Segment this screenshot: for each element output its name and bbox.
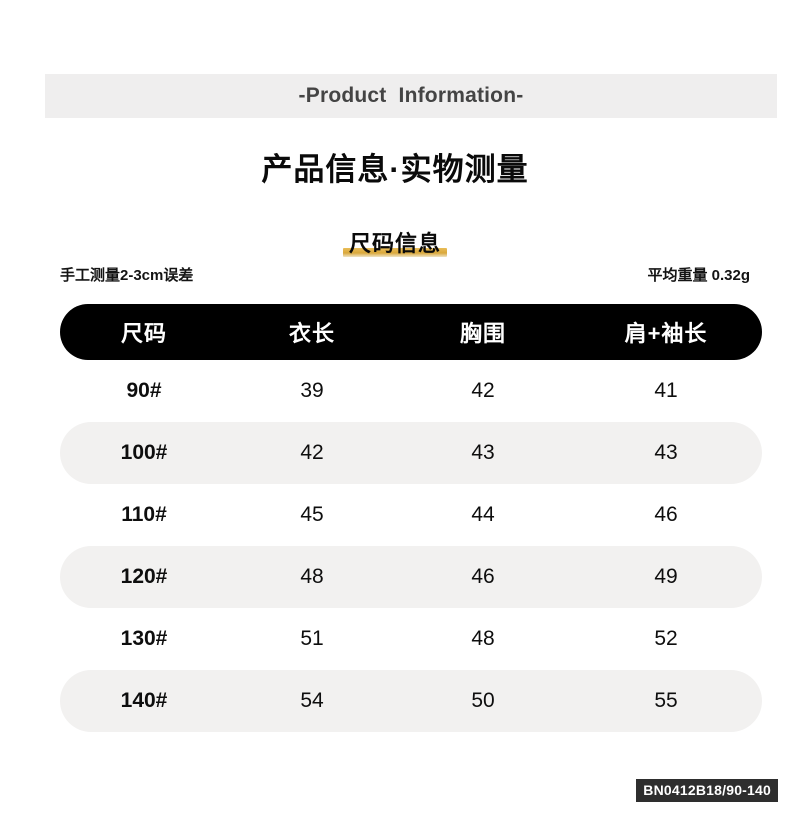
cell-size: 100# (120, 441, 168, 464)
measurement-notes: 手工测量2-3cm误差 平均重量 0.32g (60, 264, 750, 285)
cell-length: 45 (300, 503, 324, 526)
table-row: 120# 48 46 49 (60, 546, 762, 608)
cell-bust: 42 (471, 379, 495, 402)
cell-length: 54 (300, 689, 324, 712)
cell-bust: 43 (471, 441, 495, 464)
cell-size: 90# (126, 379, 162, 402)
header-length: 衣长 (288, 321, 335, 346)
cell-bust: 50 (471, 689, 495, 712)
header-size: 尺码 (120, 321, 167, 346)
banner-title: -Product Information- (298, 84, 524, 107)
size-information-heading-text: 尺码信息 (348, 231, 441, 256)
table-row: 110# 45 44 46 (60, 484, 762, 546)
header-sleeve: 肩+袖长 (624, 321, 708, 346)
cell-size: 130# (120, 627, 168, 650)
cell-length: 42 (300, 441, 324, 464)
cell-size: 120# (120, 565, 168, 588)
cell-bust: 46 (471, 565, 495, 588)
page-title: 产品信息·实物测量 (261, 152, 529, 187)
cell-sleeve: 55 (654, 689, 678, 712)
product-code-badge: BN0412B18/90-140 (636, 779, 778, 802)
product-information-banner: -Product Information- (45, 74, 777, 118)
cell-length: 48 (300, 565, 324, 588)
average-weight-note: 平均重量 0.32g (647, 267, 750, 284)
manual-measurement-note: 手工测量2-3cm误差 (60, 267, 194, 284)
table-row: 130# 51 48 52 (60, 608, 762, 670)
cell-length: 51 (300, 627, 324, 650)
header-bust: 胸围 (459, 321, 506, 346)
cell-size: 110# (121, 503, 167, 526)
cell-bust: 48 (471, 627, 495, 650)
cell-sleeve: 46 (654, 503, 678, 526)
cell-sleeve: 52 (654, 627, 678, 650)
size-information-heading: 尺码信息 (342, 226, 447, 258)
gold-highlight-bar (342, 248, 447, 257)
size-information-heading-wrap: 尺码信息 (0, 226, 790, 258)
size-chart-table: 尺码 衣长 胸围 肩+袖长 90# 39 42 41 100# 42 43 43… (60, 304, 762, 732)
table-header-row: 尺码 衣长 胸围 肩+袖长 (60, 304, 762, 360)
cell-length: 39 (300, 379, 324, 402)
table-row: 90# 39 42 41 (60, 360, 762, 422)
cell-bust: 44 (471, 503, 495, 526)
table-row: 140# 54 50 55 (60, 670, 762, 732)
cell-sleeve: 43 (654, 441, 678, 464)
cell-size: 140# (120, 689, 168, 712)
cell-sleeve: 41 (654, 379, 678, 402)
cell-sleeve: 49 (654, 565, 678, 588)
table-row: 100# 42 43 43 (60, 422, 762, 484)
